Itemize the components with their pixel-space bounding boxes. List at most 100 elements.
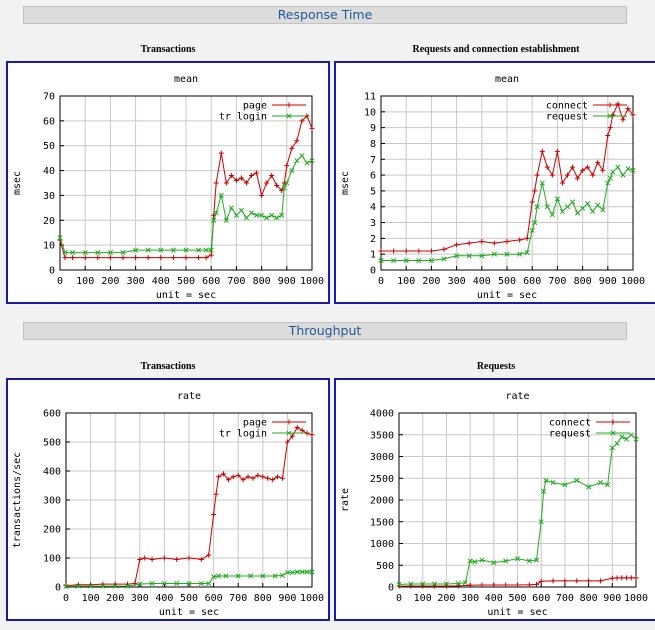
chart-title-transactions-rate: Transactions: [140, 361, 196, 372]
data-point: [265, 475, 271, 481]
x-tick-label: 100: [82, 593, 100, 604]
x-tick-label: 1000: [300, 276, 324, 287]
data-point: [534, 204, 540, 210]
data-point: [62, 255, 68, 261]
data-point: [620, 117, 626, 123]
y-tick-label: 600: [43, 409, 61, 420]
x-tick-label: 800: [253, 276, 271, 287]
data-point: [120, 255, 126, 261]
y-tick-label: 3500: [370, 430, 394, 441]
data-point: [198, 580, 204, 587]
data-point: [539, 148, 545, 154]
data-point: [75, 583, 81, 589]
data-point: [623, 436, 630, 442]
data-point: [196, 247, 202, 253]
data-point: [289, 145, 295, 151]
data-point: [95, 255, 101, 261]
data-point: [517, 237, 523, 243]
data-point: [462, 580, 468, 586]
y-axis-label: msec: [340, 171, 351, 195]
chart-throughput-requests: 0 100 200 300 400 500 600 700 800 900 100005001000…: [340, 391, 648, 618]
legend-label: request: [546, 112, 588, 123]
data-point: [120, 250, 126, 256]
data-point: [247, 573, 254, 579]
data-point: [454, 253, 460, 259]
data-point: [133, 255, 139, 261]
data-point: [186, 555, 192, 561]
data-point: [543, 477, 549, 483]
data-point: [532, 219, 538, 226]
data-point: [294, 425, 300, 430]
data-point: [158, 247, 164, 253]
x-tick-label: 0: [63, 593, 69, 604]
data-point: [281, 180, 287, 186]
y-tick-label: 0: [49, 266, 55, 277]
data-point: [215, 573, 222, 579]
data-point: [515, 582, 520, 588]
data-point: [597, 480, 604, 486]
data-point: [170, 255, 176, 261]
data-point: [614, 575, 620, 581]
y-tick-label: 4000: [370, 409, 394, 420]
x-tick-label: 100: [76, 276, 94, 287]
y-axis-label: msec: [12, 171, 23, 195]
data-point: [441, 256, 447, 262]
x-tick-label: 0: [57, 276, 63, 287]
data-point: [590, 172, 596, 178]
x-axis-label: unit = sec: [159, 607, 219, 618]
legend-marker: [286, 113, 292, 119]
data-point: [145, 247, 151, 253]
x-tick-label: 200: [422, 276, 440, 287]
data-point: [248, 210, 255, 216]
data-point: [633, 575, 639, 581]
data-point: [82, 255, 88, 261]
legend-label: tr login: [219, 112, 267, 123]
data-point: [539, 180, 545, 186]
data-point: [254, 170, 260, 176]
data-point: [255, 472, 261, 478]
data-point: [517, 251, 523, 257]
data-point: [605, 180, 611, 186]
x-tick-label: 900: [603, 593, 621, 604]
y-tick-label: 5: [370, 186, 376, 197]
legend-label: request: [549, 429, 591, 440]
data-point: [270, 477, 276, 483]
data-point: [158, 255, 164, 261]
x-tick-label: 1000: [621, 276, 645, 287]
chart-frame-4: 0 100 200 300 400 500 600 700 800 900 1000 0 500 1000…: [334, 378, 655, 621]
data-point: [541, 488, 547, 494]
data-point: [149, 556, 155, 562]
y-tick-label: 7: [370, 155, 376, 166]
data-point: [391, 248, 397, 254]
data-point: [289, 569, 295, 576]
y-tick-label: 400: [43, 467, 61, 478]
data-point: [309, 125, 315, 131]
data-point: [63, 583, 69, 589]
data-point: [264, 215, 270, 221]
data-point: [443, 581, 449, 587]
data-point: [607, 175, 613, 181]
legend-marker: [286, 430, 292, 436]
data-point: [161, 580, 167, 587]
x-tick-label: 600: [523, 276, 541, 287]
data-point: [124, 583, 131, 589]
data-point: [218, 150, 224, 156]
data-point: [615, 101, 621, 107]
data-point: [249, 173, 255, 179]
y-axis-label: transactions/sec: [12, 452, 23, 548]
data-point: [299, 569, 305, 575]
data-point: [538, 578, 544, 584]
y-tick-label: 500: [376, 561, 394, 572]
chart-title-transactions-mean: Transactions: [140, 44, 196, 55]
data-point: [403, 257, 409, 264]
data-point: [294, 569, 300, 575]
data-point: [299, 118, 305, 124]
data-point: [304, 569, 310, 575]
x-tick-label: 700: [556, 593, 574, 604]
legend-label: connect: [549, 418, 591, 429]
x-tick-label: 500: [498, 276, 516, 287]
data-point: [529, 227, 535, 234]
data-point: [564, 204, 571, 210]
data-point: [526, 558, 532, 564]
data-point: [628, 575, 634, 581]
